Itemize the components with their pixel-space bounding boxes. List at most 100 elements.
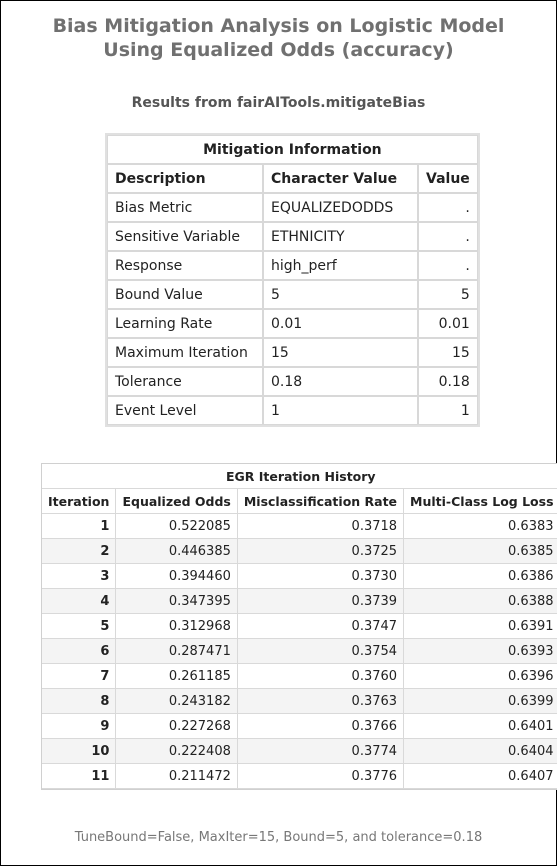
misclassification-rate-cell: 0.3766 <box>237 714 405 739</box>
table-row: Bias Metric EQUALIZEDODDS. <box>107 193 478 222</box>
character-value-cell: 5 <box>263 280 418 309</box>
character-value-cell: high_perf <box>263 251 418 280</box>
equalized-odds-cell: 0.522085 <box>116 514 238 539</box>
log-loss-cell: 0.6385 <box>404 539 557 564</box>
table-row: Bound Value 5 5 <box>107 280 478 309</box>
table-row: Maximum Iteration 15 15 <box>107 338 478 367</box>
equalized-odds-cell: 0.312968 <box>116 614 238 639</box>
column-header-equalized-odds: Equalized Odds <box>116 489 238 514</box>
value-cell: 5 <box>418 280 478 309</box>
table-row: 2 0.446385 0.3725 0.6385 <box>42 539 557 564</box>
equalized-odds-cell: 0.261185 <box>116 664 238 689</box>
footnote: TuneBound=False, MaxIter=15, Bound=5, an… <box>74 830 483 845</box>
description-cell: Response <box>107 251 263 280</box>
iteration-cell: 5 <box>42 614 117 639</box>
misclassification-rate-cell: 0.3763 <box>237 689 405 714</box>
misclassification-rate-cell: 0.3774 <box>237 739 405 764</box>
table-row: Response high_perf. <box>107 251 478 280</box>
column-header-value: Value <box>418 164 478 193</box>
table-row: Sensitive Variable ETHNICITY. <box>107 222 478 251</box>
misclassification-rate-cell: 0.3739 <box>237 589 405 614</box>
table-row: 1 0.522085 0.3718 0.6383 <box>42 514 557 539</box>
equalized-odds-cell: 0.394460 <box>116 564 238 589</box>
iteration-cell: 3 <box>42 564 117 589</box>
character-value-cell: EQUALIZEDODDS <box>263 193 418 222</box>
table-row: 5 0.312968 0.3747 0.6391 <box>42 614 557 639</box>
value-cell: . <box>418 251 478 280</box>
log-loss-cell: 0.6393 <box>404 639 557 664</box>
report-subtitle: Results from fairAITools.mitigateBias <box>131 95 426 111</box>
log-loss-cell: 0.6407 <box>404 764 557 789</box>
log-loss-cell: 0.6404 <box>404 739 557 764</box>
character-value-cell: 0.01 <box>263 309 418 338</box>
equalized-odds-cell: 0.287471 <box>116 639 238 664</box>
table-row: 8 0.243182 0.3763 0.6399 <box>42 689 557 714</box>
character-value-cell: ETHNICITY <box>263 222 418 251</box>
value-cell: . <box>418 222 478 251</box>
value-cell: 1 <box>418 396 478 425</box>
misclassification-rate-cell: 0.3760 <box>237 664 405 689</box>
misclassification-rate-cell: 0.3718 <box>237 514 405 539</box>
misclassification-rate-cell: 0.3730 <box>237 564 405 589</box>
log-loss-cell: 0.6391 <box>404 614 557 639</box>
equalized-odds-cell: 0.222408 <box>116 739 238 764</box>
table-row: 9 0.227268 0.3766 0.6401 <box>42 714 557 739</box>
character-value-cell: 0.18 <box>263 367 418 396</box>
description-cell: Bias Metric <box>107 193 263 222</box>
description-cell: Event Level <box>107 396 263 425</box>
value-cell: 15 <box>418 338 478 367</box>
misclassification-rate-cell: 0.3754 <box>237 639 405 664</box>
log-loss-cell: 0.6401 <box>404 714 557 739</box>
table-row: Event Level 1 1 <box>107 396 478 425</box>
equalized-odds-cell: 0.446385 <box>116 539 238 564</box>
equalized-odds-cell: 0.211472 <box>116 764 238 789</box>
iteration-cell: 8 <box>42 689 117 714</box>
iteration-cell: 1 <box>42 514 117 539</box>
equalized-odds-cell: 0.243182 <box>116 689 238 714</box>
table-row: 6 0.287471 0.3754 0.6393 <box>42 639 557 664</box>
log-loss-cell: 0.6396 <box>404 664 557 689</box>
egr-iteration-history-table: EGR Iteration History Iteration Equalize… <box>41 463 557 790</box>
description-cell: Maximum Iteration <box>107 338 263 367</box>
value-cell: . <box>418 193 478 222</box>
egr-table-caption: EGR Iteration History <box>42 464 557 489</box>
table-row: 4 0.347395 0.3739 0.6388 <box>42 589 557 614</box>
iteration-cell: 9 <box>42 714 117 739</box>
log-loss-cell: 0.6399 <box>404 689 557 714</box>
mitigation-table-caption: Mitigation Information <box>107 135 478 164</box>
table-row: Tolerance 0.18 0.18 <box>107 367 478 396</box>
misclassification-rate-cell: 0.3776 <box>237 764 405 789</box>
equalized-odds-cell: 0.347395 <box>116 589 238 614</box>
column-header-character-value: Character Value <box>263 164 418 193</box>
description-cell: Learning Rate <box>107 309 263 338</box>
column-header-iteration: Iteration <box>42 489 117 514</box>
value-cell: 0.01 <box>418 309 478 338</box>
column-header-description: Description <box>107 164 263 193</box>
log-loss-cell: 0.6383 <box>404 514 557 539</box>
character-value-cell: 1 <box>263 396 418 425</box>
iteration-cell: 6 <box>42 639 117 664</box>
iteration-cell: 10 <box>42 739 117 764</box>
log-loss-cell: 0.6386 <box>404 564 557 589</box>
table-row: 3 0.394460 0.3730 0.6386 <box>42 564 557 589</box>
column-header-misclassification-rate: Misclassification Rate <box>237 489 405 514</box>
iteration-cell: 11 <box>42 764 117 789</box>
character-value-cell: 15 <box>263 338 418 367</box>
report-title-line2: Using Equalized Odds (accuracy) <box>103 39 454 61</box>
iteration-cell: 7 <box>42 664 117 689</box>
iteration-cell: 4 <box>42 589 117 614</box>
iteration-cell: 2 <box>42 539 117 564</box>
misclassification-rate-cell: 0.3747 <box>237 614 405 639</box>
column-header-log-loss: Multi-Class Log Loss <box>404 489 557 514</box>
misclassification-rate-cell: 0.3725 <box>237 539 405 564</box>
description-cell: Sensitive Variable <box>107 222 263 251</box>
equalized-odds-cell: 0.227268 <box>116 714 238 739</box>
mitigation-information-table: Mitigation Information Description Chara… <box>105 133 480 427</box>
description-cell: Tolerance <box>107 367 263 396</box>
table-row: 7 0.261185 0.3760 0.6396 <box>42 664 557 689</box>
table-row: 11 0.211472 0.3776 0.6407 <box>42 764 557 789</box>
report-title-line1: Bias Mitigation Analysis on Logistic Mod… <box>52 15 505 37</box>
table-row: Learning Rate 0.01 0.01 <box>107 309 478 338</box>
table-row: 10 0.222408 0.3774 0.6404 <box>42 739 557 764</box>
log-loss-cell: 0.6388 <box>404 589 557 614</box>
